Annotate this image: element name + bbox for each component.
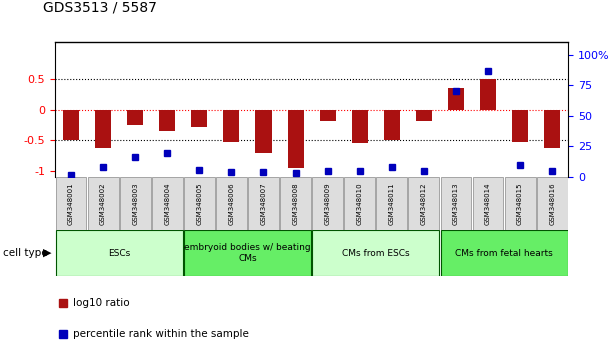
Text: GSM348013: GSM348013 (453, 182, 459, 225)
Bar (416, 110, 432, 121)
Text: GSM348004: GSM348004 (164, 182, 170, 225)
Bar (216, 177, 247, 230)
Bar (345, 177, 375, 230)
Bar (95, 110, 111, 148)
Bar (505, 177, 535, 230)
Text: GSM348005: GSM348005 (196, 182, 202, 225)
Bar (352, 110, 368, 143)
Text: percentile rank within the sample: percentile rank within the sample (73, 329, 249, 339)
Bar (537, 177, 568, 230)
Bar (248, 177, 279, 230)
Bar (312, 177, 343, 230)
Bar (409, 177, 439, 230)
Bar (320, 110, 335, 121)
Bar (441, 177, 471, 230)
Text: GSM348003: GSM348003 (132, 182, 138, 225)
Bar (191, 110, 207, 127)
Bar (376, 177, 407, 230)
Bar (280, 177, 311, 230)
Bar (88, 177, 119, 230)
Bar (184, 230, 311, 276)
Text: CMs from fetal hearts: CMs from fetal hearts (455, 249, 553, 258)
Text: log10 ratio: log10 ratio (73, 298, 130, 308)
Text: GSM348007: GSM348007 (260, 182, 266, 225)
Text: GSM348001: GSM348001 (68, 182, 74, 225)
Text: GSM348006: GSM348006 (229, 182, 235, 225)
Bar (255, 110, 271, 153)
Bar (56, 230, 183, 276)
Bar (384, 110, 400, 140)
Bar (159, 110, 175, 131)
Bar (127, 110, 143, 125)
Text: embryoid bodies w/ beating
CMs: embryoid bodies w/ beating CMs (184, 244, 311, 263)
Text: GSM348010: GSM348010 (357, 182, 363, 225)
Bar (312, 230, 439, 276)
Bar (224, 110, 240, 142)
Bar (448, 88, 464, 110)
Bar (152, 177, 183, 230)
Text: GSM348008: GSM348008 (293, 182, 299, 225)
Bar (288, 110, 304, 168)
Bar (120, 177, 150, 230)
Text: GSM348002: GSM348002 (100, 182, 106, 225)
Bar (480, 79, 496, 110)
Text: GDS3513 / 5587: GDS3513 / 5587 (43, 0, 156, 14)
Text: GSM348012: GSM348012 (421, 182, 427, 225)
Text: GSM348015: GSM348015 (517, 182, 523, 225)
Text: GSM348016: GSM348016 (549, 182, 555, 225)
Bar (473, 177, 503, 230)
Text: cell type: cell type (3, 248, 48, 258)
Bar (63, 110, 79, 140)
Bar (512, 110, 528, 142)
Text: GSM348014: GSM348014 (485, 182, 491, 225)
Bar (56, 177, 86, 230)
Bar (544, 110, 560, 148)
Text: ESCs: ESCs (108, 249, 130, 258)
Text: CMs from ESCs: CMs from ESCs (342, 249, 409, 258)
Bar (184, 177, 214, 230)
Text: ▶: ▶ (43, 248, 51, 258)
Text: GSM348011: GSM348011 (389, 182, 395, 225)
Bar (441, 230, 568, 276)
Text: GSM348009: GSM348009 (324, 182, 331, 225)
